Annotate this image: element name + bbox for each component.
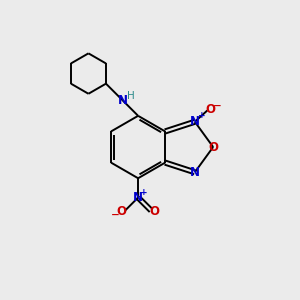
Text: −: − <box>212 100 221 110</box>
Text: N: N <box>133 191 143 204</box>
Text: O: O <box>208 140 218 154</box>
Text: H: H <box>127 92 134 101</box>
Text: +: + <box>197 111 205 120</box>
Text: O: O <box>116 205 127 218</box>
Text: N: N <box>190 166 200 179</box>
Text: −: − <box>111 210 120 220</box>
Text: N: N <box>190 115 200 128</box>
Text: O: O <box>150 205 160 218</box>
Text: +: + <box>140 188 148 197</box>
Text: O: O <box>205 103 215 116</box>
Text: N: N <box>118 94 128 107</box>
